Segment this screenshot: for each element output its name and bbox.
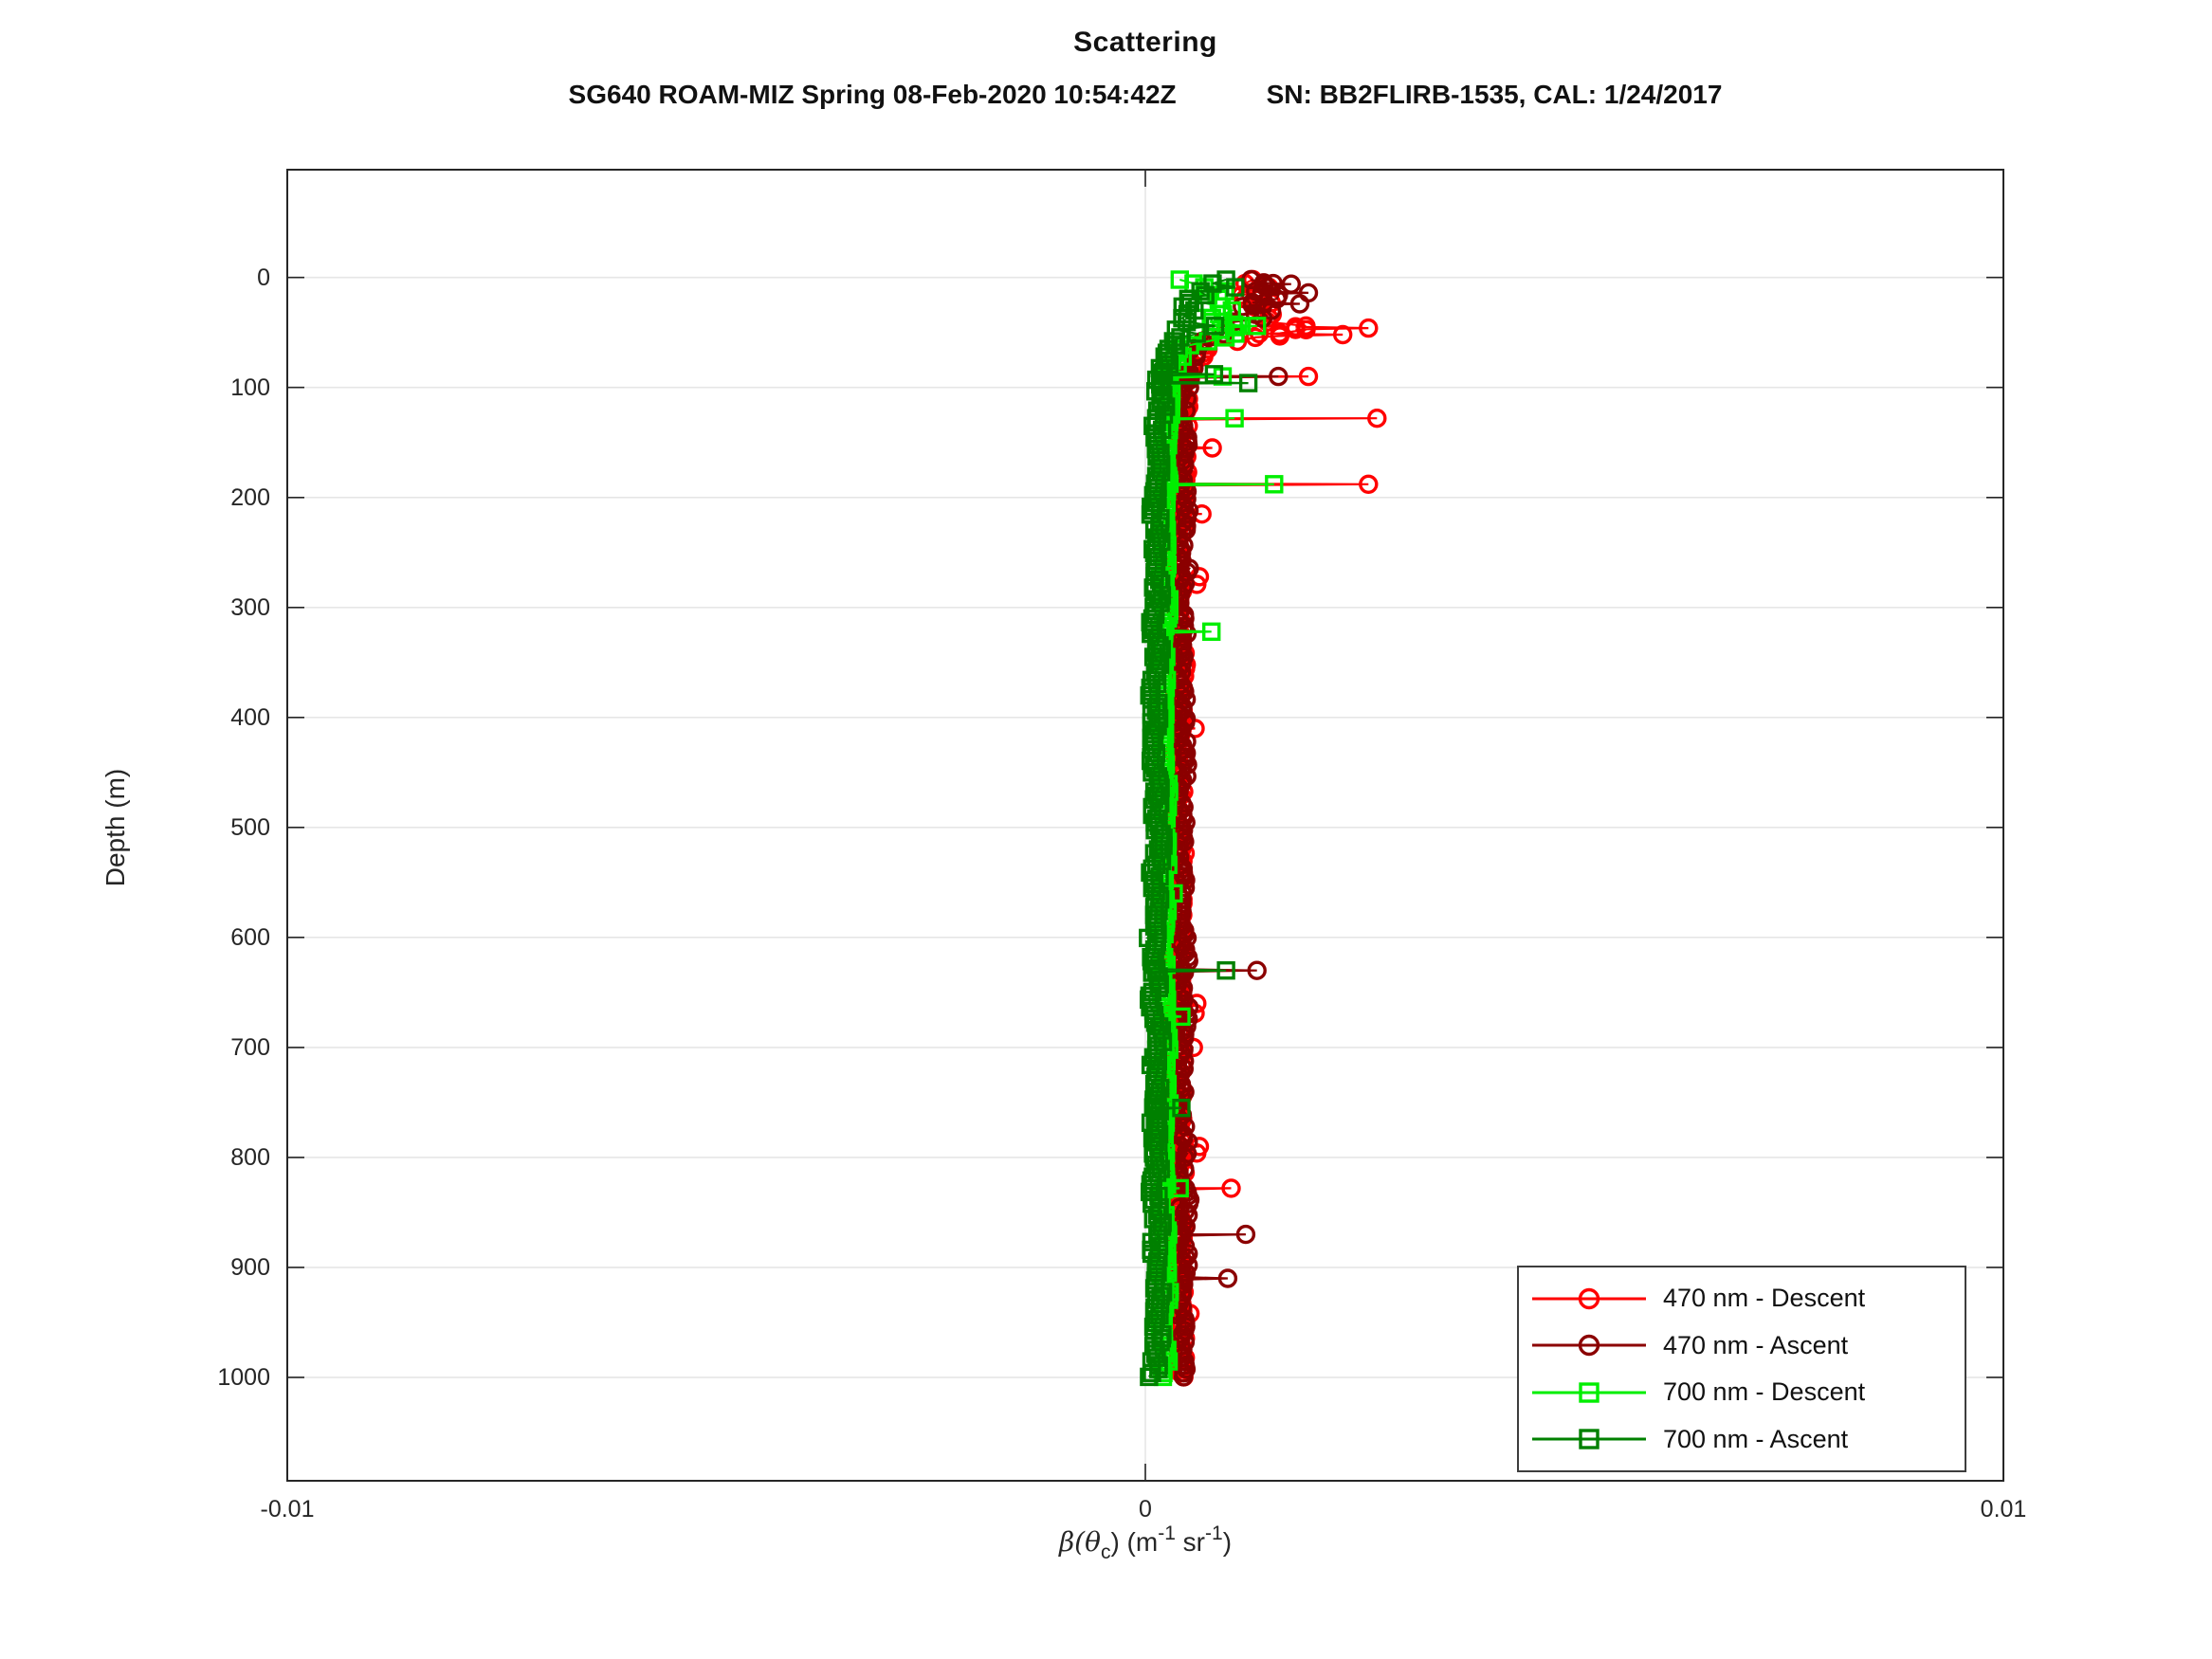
y-tick-label: 400: [230, 703, 270, 731]
x-axis-label-subscript: c: [1100, 1541, 1111, 1563]
y-tick-label: 700: [230, 1033, 270, 1061]
figure-subtitle-left: SG640 ROAM-MIZ Spring 08-Feb-2020 10:54:…: [568, 80, 1177, 109]
legend-label: 700 nm - Descent: [1663, 1377, 1866, 1407]
x-tick-label: 0: [1139, 1496, 1152, 1522]
series-markers-700-nm-ascent: [1139, 270, 1258, 1387]
legend: 470 nm - Descent 470 nm - Ascent 700 nm - …: [1517, 1266, 1966, 1472]
y-tick-label: 100: [230, 374, 270, 401]
x-tick-label: -0.01: [260, 1496, 315, 1522]
series-700-nm-ascent: [1139, 270, 1258, 1387]
figure-subtitle-right: SN: BB2FLIRB-1535, CAL: 1/24/2017: [1266, 80, 1723, 109]
y-tick-label: 800: [230, 1143, 270, 1171]
y-axis-label: Depth (m): [101, 768, 130, 887]
legend-line-circle-marker-icon: [1532, 1335, 1646, 1357]
legend-line-circle-marker-icon: [1532, 1287, 1646, 1309]
legend-label: 700 nm - Ascent: [1663, 1424, 1849, 1453]
legend-line-square-marker-icon: [1532, 1382, 1646, 1403]
y-tick-label: 1000: [217, 1363, 270, 1391]
legend-entry-470-nm-ascent: 470 nm - Ascent: [1528, 1329, 1959, 1361]
y-tick-label: 300: [230, 593, 270, 621]
series-markers-470-nm-ascent: [1164, 269, 1319, 1387]
legend-entry-470-nm-descent: 470 nm - Descent: [1528, 1283, 1959, 1315]
y-tick-label: 900: [230, 1253, 270, 1281]
y-tick-label: 600: [230, 923, 270, 951]
series-470-nm-ascent: [1164, 269, 1319, 1387]
y-tick-label: 0: [257, 264, 270, 291]
y-tick-label: 500: [230, 813, 270, 841]
legend-entry-700-nm-descent: 700 nm - Descent: [1528, 1376, 1959, 1409]
figure-title: Scattering: [1073, 27, 1217, 58]
figure-subtitle: SG640 ROAM-MIZ Spring 08-Feb-2020 10:54:…: [287, 80, 2003, 110]
legend-entry-700-nm-ascent: 700 nm - Ascent: [1528, 1423, 1959, 1455]
x-tick-label: 0.01: [1980, 1496, 2027, 1522]
x-axis-label-symbol: β(θ: [1058, 1526, 1101, 1558]
x-axis-label: β(θc) (m-1 sr-1): [1058, 1522, 1233, 1563]
legend-line-square-marker-icon: [1532, 1429, 1646, 1449]
legend-label: 470 nm - Ascent: [1663, 1330, 1849, 1359]
legend-label: 470 nm - Descent: [1663, 1284, 1866, 1313]
plot-border: [286, 169, 2004, 1482]
y-tick-label: 200: [230, 483, 270, 511]
